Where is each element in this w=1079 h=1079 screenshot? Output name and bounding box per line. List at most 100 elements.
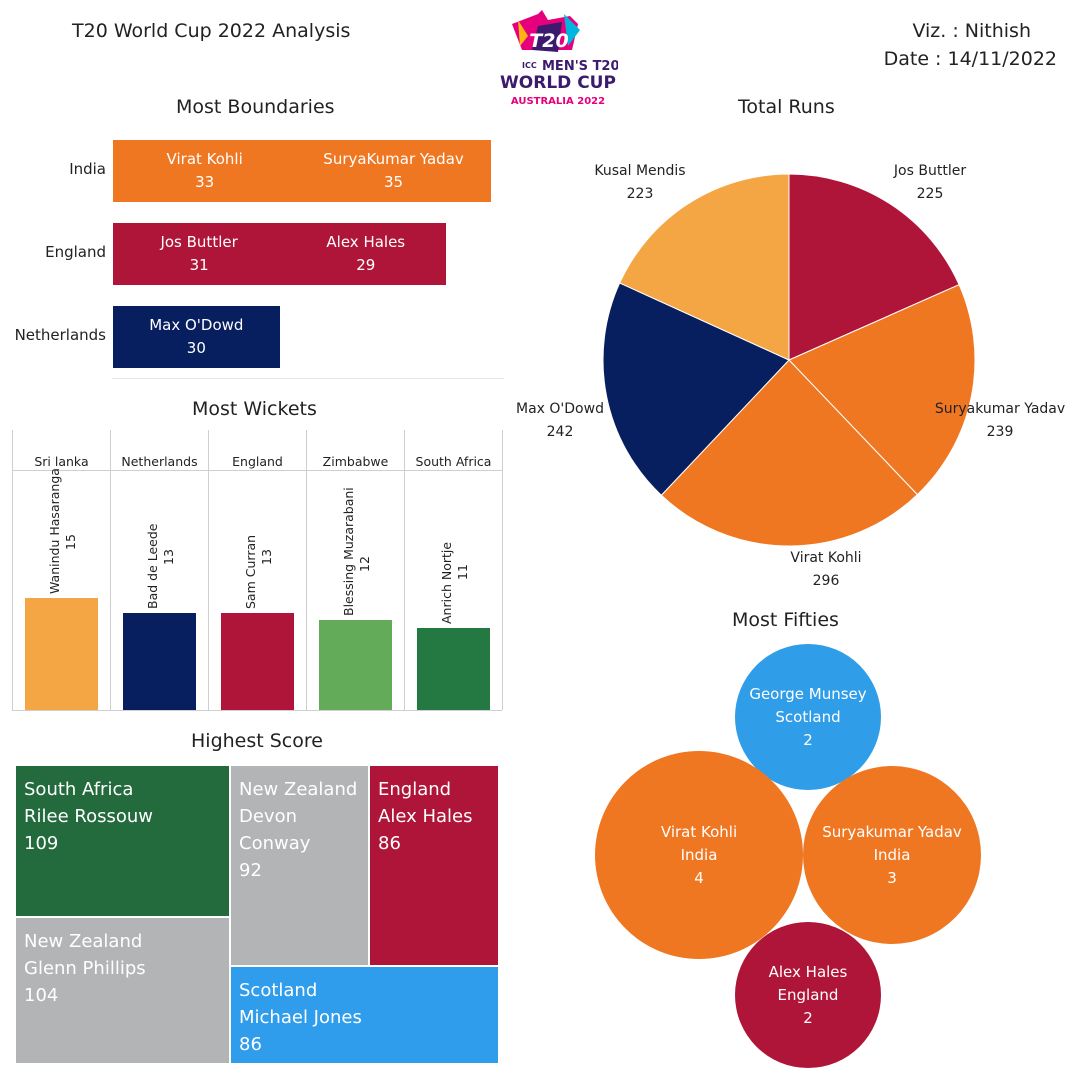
wickets-player-name: Wanindu Hasaranga — [47, 467, 62, 594]
author-label: Viz. : Nithish — [912, 20, 1031, 42]
treemap-value: 92 — [239, 860, 262, 881]
fifties-country: India — [873, 845, 911, 864]
wickets-category-label: Zimbabwe — [322, 454, 389, 469]
page-title: T20 World Cup 2022 Analysis — [72, 20, 351, 42]
logo-line-4: AUSTRALIA 2022 — [511, 96, 605, 107]
boundary-value-label: 30 — [186, 339, 206, 357]
pie-label-name: Suryakumar Yadav — [935, 401, 1065, 417]
country-label-india: India — [69, 160, 106, 178]
wickets-bar-wanindu-hasaranga — [25, 597, 98, 710]
boundary-bar-alex-hales: Alex Hales 29 — [285, 223, 447, 285]
wickets-bar-label: Sam Curran 13 — [243, 534, 275, 608]
treemap-player: Devon Conway — [239, 806, 311, 854]
treemap-country: New Zealand — [239, 779, 358, 800]
treemap-value: 104 — [24, 985, 59, 1006]
logo-line-3: WORLD CUP — [500, 73, 616, 93]
pie-slice-kusal-mendis — [619, 173, 790, 361]
pie-label-name: Jos Buttler — [893, 163, 966, 179]
fifties-value: 3 — [887, 868, 897, 887]
wickets-bar-label: Wanindu Hasaranga 15 — [47, 468, 79, 594]
logo-mark: T20 — [529, 30, 568, 52]
treemap-country: England — [378, 779, 452, 800]
boundary-value-label: 31 — [189, 256, 209, 274]
wickets-column-zimbabwe: Zimbabwe Blessing Muzarabani 12 — [307, 430, 405, 710]
boundary-player-label: Jos Buttler — [160, 233, 238, 251]
pie-label-value: 225 — [917, 186, 944, 202]
fifties-country: England — [777, 985, 839, 1004]
wickets-bar-anrich-nortje — [417, 627, 490, 710]
boundaries-title: Most Boundaries — [176, 96, 335, 118]
fifties-value: 2 — [803, 1008, 813, 1027]
treemap-tile-rilee-rossouw: South Africa Rilee Rossouw 109 — [16, 766, 231, 918]
boundary-bar-jos-buttler: Jos Buttler 31 — [113, 223, 286, 285]
pie-label-value: 223 — [627, 186, 654, 202]
wickets-header-line — [13, 470, 503, 471]
fifties-country: India — [680, 845, 718, 864]
treemap-country: New Zealand — [24, 931, 143, 952]
wickets-value: 11 — [455, 563, 470, 580]
fifties-player: Suryakumar Yadav — [822, 822, 962, 841]
treemap-player: Alex Hales — [378, 806, 473, 827]
t20-world-cup-logo: T20 ICC MEN'S T20 WORLD CUP AUSTRALIA 20… — [500, 10, 618, 107]
wickets-chart: Sri lanka Wanindu Hasaranga 15 Netherlands B… — [12, 430, 503, 711]
boundary-player-label: Alex Hales — [326, 233, 406, 251]
wickets-column-england: England Sam Curran 13 — [209, 430, 307, 710]
highest-score-title: Highest Score — [191, 730, 323, 752]
total-runs-title: Total Runs — [738, 96, 835, 118]
wickets-bar-label: Bad de Leede 13 — [145, 523, 177, 609]
fifties-value: 2 — [803, 730, 813, 749]
wickets-value: 12 — [357, 556, 372, 572]
treemap-value: 86 — [239, 1034, 262, 1055]
boundary-value-label: 35 — [384, 173, 404, 191]
wickets-value: 13 — [161, 548, 176, 565]
pie-slice-jos-buttler — [788, 173, 960, 361]
fifties-player: Alex Hales — [768, 962, 848, 981]
pie-label-name: Virat Kohli — [790, 550, 861, 566]
pie-label-value: 242 — [547, 424, 574, 440]
fifties-value: 4 — [694, 868, 704, 887]
wickets-value: 13 — [259, 548, 274, 565]
treemap-player: Michael Jones — [239, 1007, 362, 1028]
wickets-title: Most Wickets — [192, 398, 317, 420]
treemap-country: Scotland — [239, 980, 318, 1001]
wickets-category-label: Netherlands — [121, 454, 198, 469]
wickets-column-netherlands: Netherlands Bad de Leede 13 — [111, 430, 209, 710]
fifties-country: Scotland — [775, 707, 841, 726]
logo-line-2: MEN'S T20 — [542, 59, 618, 74]
fifties-bubble-chart: George Munsey Scotland 2 Virat Kohli India 4 S… — [590, 640, 990, 1075]
wickets-player-name: Anrich Nortje — [439, 541, 454, 624]
pie-label-value: 296 — [813, 573, 840, 589]
boundaries-chart: India Virat Kohli 33 SuryaKumar Yadav 35 Engl… — [0, 0, 520, 380]
logo-line-1: ICC — [522, 61, 537, 70]
treemap-tile-devon-conway: New Zealand Devon Conway 92 — [231, 766, 370, 967]
treemap-country: South Africa — [24, 779, 134, 800]
country-label-england: England — [45, 243, 106, 261]
boundary-bar-virat-kohli: Virat Kohli 33 — [113, 140, 297, 202]
boundaries-divider — [112, 378, 504, 379]
fifties-title: Most Fifties — [732, 609, 839, 631]
treemap-value: 109 — [24, 833, 59, 854]
pie-label-value: 239 — [987, 424, 1014, 440]
boundary-bar-max-o-dowd: Max O'Dowd 30 — [113, 306, 280, 368]
treemap-value: 86 — [378, 833, 401, 854]
wickets-bar-bad-de-leede — [123, 612, 196, 710]
wickets-value: 15 — [63, 533, 78, 550]
wickets-bar-blessing-muzarabani — [319, 620, 392, 710]
total-runs-pie: Jos Buttler 225 Suryakumar Yadav 239 Virat K… — [516, 163, 1065, 589]
wickets-player-name: Bad de Leede — [145, 523, 160, 609]
fifties-bubble-suryakumar-yadav: Suryakumar Yadav India 3 — [803, 766, 981, 944]
boundary-bar-suryakumar-yadav: SuryaKumar Yadav 35 — [296, 140, 491, 202]
boundary-value-label: 29 — [356, 256, 376, 274]
treemap-tile-michael-jones: Scotland Michael Jones 86 — [231, 967, 500, 1065]
pie-label-name: Kusal Mendis — [594, 163, 685, 179]
wickets-bar-sam-curran — [221, 612, 294, 710]
fifties-player: Virat Kohli — [660, 822, 738, 841]
pie-label-name: Max O'Dowd — [516, 401, 604, 417]
boundary-player-label: Max O'Dowd — [149, 316, 244, 334]
wickets-category-label: Sri lanka — [34, 454, 89, 469]
fifties-bubble-alex-hales: Alex Hales England 2 — [735, 922, 881, 1068]
wickets-column-south-africa: South Africa Anrich Nortje 11 — [405, 430, 503, 710]
wickets-bar-label: Blessing Muzarabani 12 — [341, 487, 373, 616]
treemap-player: Glenn Phillips — [24, 958, 146, 979]
country-label-netherlands: Netherlands — [14, 326, 106, 344]
